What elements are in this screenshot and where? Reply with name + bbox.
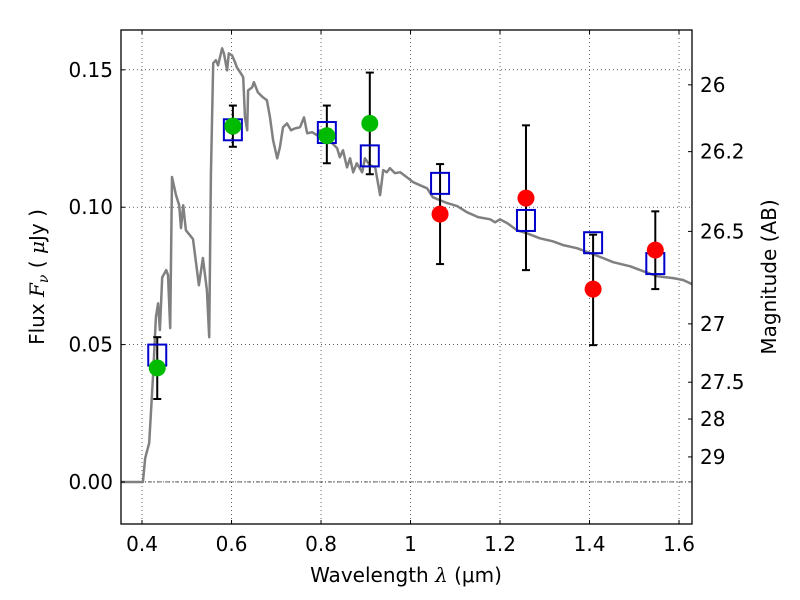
observed-photometry-point [224,117,242,135]
right-tick-label: 26.5 [700,219,745,243]
right-axis-label: Magnitude (AB) [757,199,781,354]
x-axis-ticks: 0.4 0.6 0.8 1 1.2 1.4 1.6 [126,30,695,556]
x-axis-label: Wavelength λ (μm) [310,563,502,587]
right-tick-label: 27 [700,312,725,336]
right-tick-label: 26.2 [700,140,745,164]
x-tick-label: 1.2 [484,532,516,556]
right-tick-label: 28 [700,407,725,431]
observed-photometry-group [148,114,664,377]
model-photometry-square [359,144,380,168]
y-tick-label: 0.15 [68,58,113,82]
observed-photometry-point [584,280,602,298]
observed-photometry-point [646,241,664,259]
observed-photometry-point [318,127,336,145]
x-tick-label: 0.4 [126,532,158,556]
right-axis-ticks: 26 26.2 26.5 27 27.5 28 29 [688,73,745,469]
y-tick-label: 0.10 [68,195,113,219]
x-tick-label: 1 [404,532,417,556]
plot-frame [120,29,693,525]
observed-photometry-point [148,359,166,377]
model-photometry-square [515,208,536,232]
model-spectrum-group [121,47,692,484]
right-tick-label: 26 [700,73,725,97]
observed-photometry-point [517,189,535,207]
model-photometry-square [430,171,451,195]
observed-photometry-point [361,114,379,132]
x-tick-label: 0.8 [305,532,337,556]
right-tick-label: 27.5 [700,370,745,394]
model-photometry-square [583,231,604,255]
x-tick-label: 1.6 [663,532,695,556]
y-tick-label: 0.05 [68,333,113,357]
y-tick-label: 0.00 [68,470,113,494]
x-tick-label: 0.6 [216,532,248,556]
model-spectrum-line [121,47,692,484]
right-tick-label: 29 [700,445,725,469]
x-tick-label: 1.4 [574,532,606,556]
y-axis-ticks: 0.00 0.05 0.10 0.15 [68,58,125,494]
observed-photometry-point [431,205,449,223]
y-axis-label: Flux Fν ( μJy ) [25,209,52,345]
